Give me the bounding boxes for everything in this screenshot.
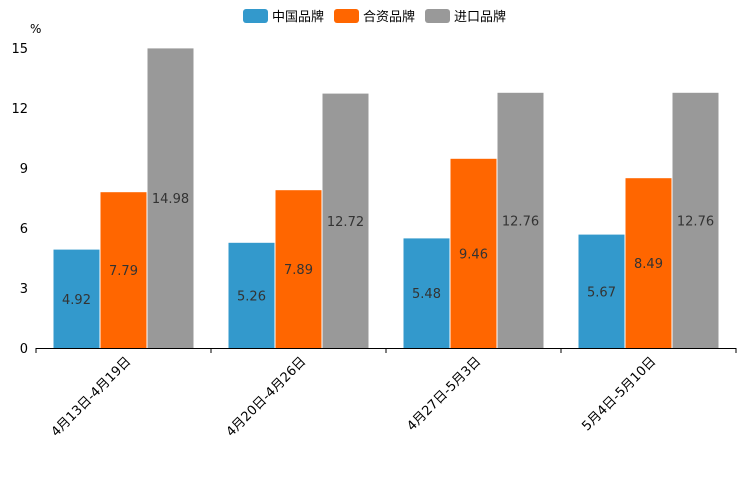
bar: [672, 92, 719, 348]
bar: [578, 234, 625, 348]
data-labels: 4.92 7.79 14.98 5.26 7.89 12.72 5.48 9.46 12.76 5…: [62, 192, 714, 308]
bar: [100, 192, 147, 348]
x-category-label: 4月13日-4月19日: [49, 354, 135, 440]
legend-swatch: [425, 9, 450, 23]
data-label: 8.49: [634, 257, 663, 272]
y-tick-label: 15: [11, 42, 28, 57]
data-label: 5.26: [237, 289, 266, 304]
y-tick-label: 12: [11, 102, 28, 117]
legend-swatch: [243, 9, 268, 23]
x-axis: 4月13日-4月19日 4月20日-4月26日 4月27日-5月3日 5月4日-5月1…: [35, 348, 737, 440]
y-axis: 0 3 6 9 12 15: [11, 42, 28, 357]
bars: [53, 48, 719, 349]
data-label: 12.76: [502, 214, 539, 229]
legend-label: 合资品牌: [363, 9, 415, 25]
bar: [53, 249, 100, 348]
legend-swatch: [334, 9, 359, 23]
bar: [403, 238, 450, 348]
y-tick-label: 9: [20, 162, 28, 177]
x-category-label: 4月27日-5月3日: [404, 354, 484, 434]
legend-label: 进口品牌: [454, 9, 506, 25]
data-label: 5.67: [587, 285, 616, 300]
bar: [497, 92, 544, 348]
y-tick-label: 6: [20, 222, 28, 237]
bar: [275, 190, 322, 348]
y-tick-label: 0: [20, 342, 28, 357]
data-label: 4.92: [62, 293, 91, 308]
bar: [625, 178, 672, 348]
bar: [450, 158, 497, 348]
data-label: 12.72: [327, 215, 364, 230]
x-category-label: 5月4日-5月10日: [579, 354, 659, 434]
data-label: 14.98: [152, 192, 189, 207]
data-label: 12.76: [677, 214, 714, 229]
data-label: 5.48: [412, 287, 441, 302]
data-label: 9.46: [459, 247, 488, 262]
legend-label: 中国品牌: [272, 9, 324, 25]
legend: 中国品牌 合资品牌 进口品牌: [243, 9, 506, 25]
y-axis-unit-label: %: [30, 22, 41, 36]
data-label: 7.89: [284, 263, 313, 278]
bar: [147, 48, 194, 349]
x-category-label: 4月20日-4月26日: [224, 354, 310, 440]
data-label: 7.79: [109, 264, 138, 279]
bar: [322, 93, 369, 348]
y-tick-label: 3: [20, 282, 28, 297]
bar: [228, 242, 275, 348]
